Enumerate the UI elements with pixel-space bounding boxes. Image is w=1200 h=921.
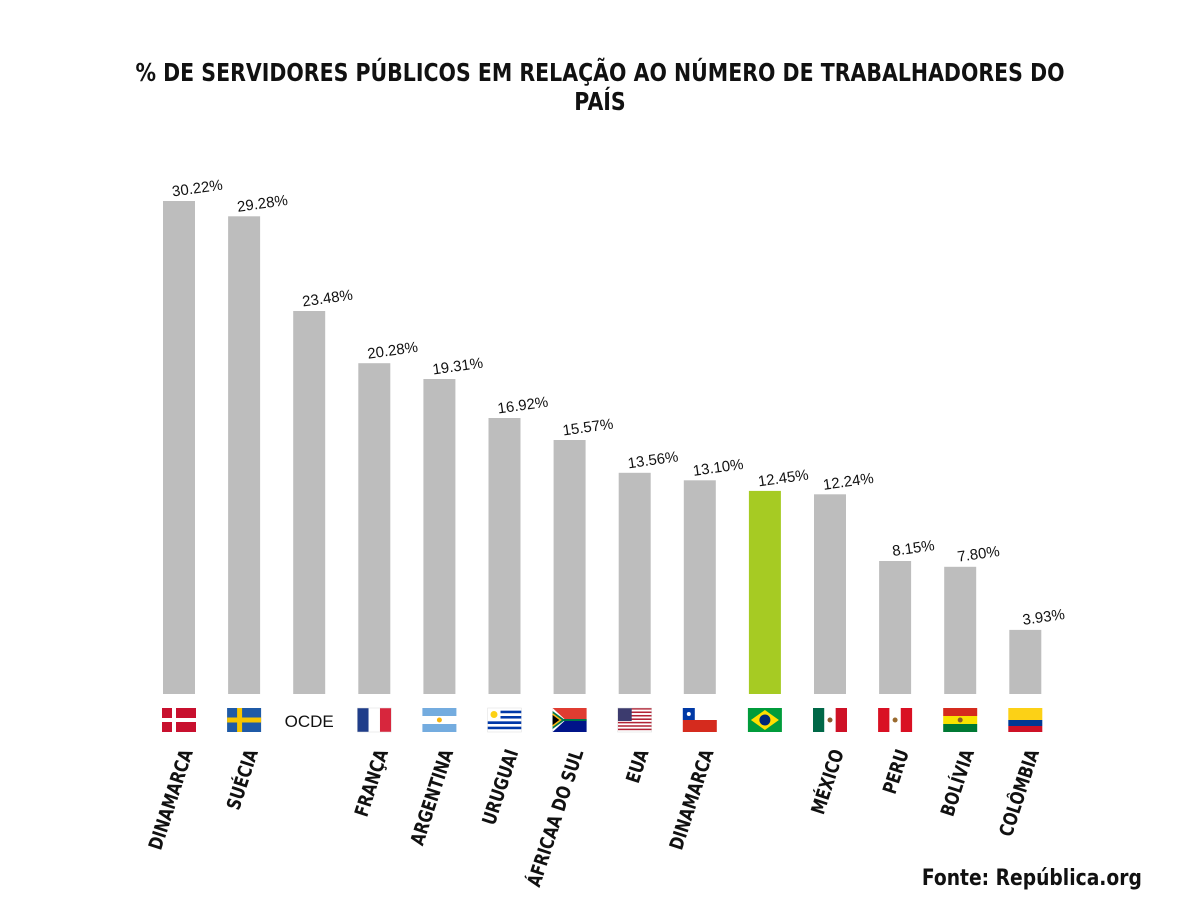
markers-layer: OCDE bbox=[162, 707, 1043, 733]
value-label-8: 13.10% bbox=[692, 456, 745, 480]
value-label-7: 13.56% bbox=[627, 448, 680, 472]
source-note: Fonte: República.org bbox=[921, 866, 1142, 891]
bar-7 bbox=[618, 472, 651, 694]
category-label-7: EUA bbox=[622, 746, 654, 786]
chart-title: % DE SERVIDORES PÚBLICOS EM RELAÇÃO AO N… bbox=[135, 58, 1065, 116]
bar-9 bbox=[748, 490, 781, 694]
flag-denmark-icon bbox=[162, 708, 196, 732]
flag-sweden-icon bbox=[227, 708, 262, 732]
bars-layer bbox=[163, 201, 1042, 695]
category-label-10: MÉXICO bbox=[805, 746, 849, 817]
category-label-4: ARGENTINA bbox=[407, 746, 459, 848]
category-label-5: URUGUAI bbox=[479, 747, 524, 828]
flag-france-icon bbox=[357, 707, 392, 733]
value-label-9: 12.45% bbox=[757, 466, 810, 490]
value-label-12: 7.80% bbox=[956, 543, 1000, 566]
flag-peru-icon bbox=[878, 708, 913, 732]
value-label-11: 8.15% bbox=[891, 537, 935, 560]
flag-south-africa-icon bbox=[552, 708, 587, 732]
value-label-1: 29.28% bbox=[236, 192, 289, 216]
flag-chile-icon bbox=[682, 708, 717, 732]
category-label-6: ÁFRICAA DO SUL bbox=[522, 746, 589, 890]
value-label-4: 19.31% bbox=[431, 355, 484, 379]
flag-argentina-icon bbox=[422, 708, 457, 732]
value-label-6: 15.57% bbox=[562, 416, 615, 440]
bar-3 bbox=[358, 363, 391, 694]
flag-brazil-icon bbox=[747, 708, 782, 732]
value-label-2: 23.48% bbox=[301, 287, 354, 311]
category-labels-layer: DINAMARCA SUÉCIA FRANÇA ARGENTINA URUGUAI ÁFR… bbox=[145, 746, 1045, 890]
value-label-5: 16.92% bbox=[497, 394, 550, 418]
value-label-0: 30.22% bbox=[171, 177, 224, 201]
value-label-3: 20.28% bbox=[366, 339, 419, 363]
category-label-12: BOLÍVIA bbox=[935, 746, 980, 820]
bar-0 bbox=[163, 201, 195, 694]
bar-12 bbox=[944, 566, 977, 694]
value-labels-layer: 30.22% 29.28% 23.48% 20.28% 19.31% 16.92% 15.5… bbox=[171, 177, 1066, 629]
bar-5 bbox=[488, 418, 521, 694]
flag-uruguay-icon bbox=[487, 707, 522, 733]
bar-11 bbox=[879, 561, 912, 694]
bar-4 bbox=[423, 379, 456, 694]
bar-2 bbox=[293, 311, 326, 694]
value-label-13: 3.93% bbox=[1021, 606, 1065, 629]
ocde-label: OCDE bbox=[285, 712, 334, 731]
bar-13 bbox=[1009, 629, 1042, 694]
category-label-0: DINAMARCA bbox=[145, 746, 198, 852]
category-label-3: FRANÇA bbox=[351, 746, 394, 819]
bar-6 bbox=[553, 440, 586, 694]
bar-8 bbox=[683, 480, 716, 694]
category-label-11: PERU bbox=[879, 747, 914, 797]
value-label-10: 12.24% bbox=[822, 470, 875, 494]
category-label-13: COLÔMBIA bbox=[994, 746, 1045, 840]
category-label-8: DINAMARCA bbox=[666, 746, 719, 852]
flag-bolivia-icon bbox=[943, 708, 978, 732]
flag-usa-icon bbox=[617, 707, 652, 733]
category-label-1: SUÉCIA bbox=[221, 746, 264, 813]
flag-colombia-icon bbox=[1008, 708, 1043, 732]
flag-mexico-icon bbox=[813, 708, 847, 732]
bar-10 bbox=[814, 494, 846, 694]
bar-1 bbox=[228, 216, 261, 695]
